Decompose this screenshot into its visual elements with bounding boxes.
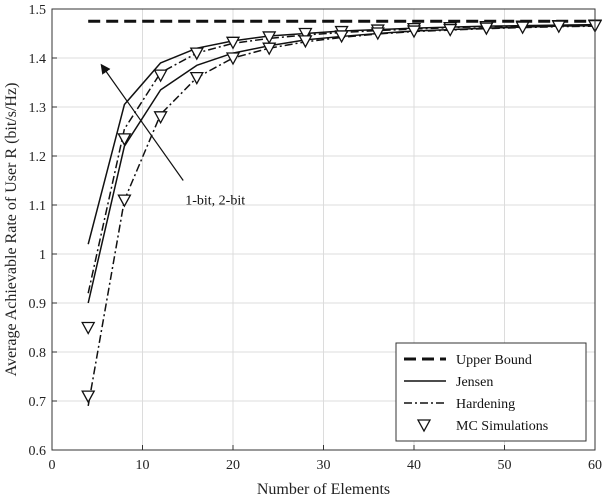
mc-marker	[189, 47, 204, 61]
mc-marker	[153, 69, 168, 83]
x-tick-label: 60	[588, 458, 602, 473]
annotation: 1-bit, 2-bit	[100, 63, 245, 209]
series-line	[87, 25, 596, 407]
annotation-arrow	[100, 63, 184, 181]
ticks: 0 10 20 30 40 50 60 0.6 0.7 0.8 0.9 1 1.1 1.2 1.3 1.4 1.…	[29, 3, 603, 473]
x-tick-label: 30	[317, 458, 331, 473]
legend-label: Hardening	[456, 397, 515, 412]
mc-marker	[117, 133, 132, 147]
mc-marker	[515, 21, 530, 35]
series-6	[81, 20, 603, 404]
mc-marker	[225, 36, 241, 50]
y-tick-label: 1.4	[29, 52, 47, 67]
mc-marker	[262, 42, 277, 56]
mc-marker	[153, 111, 168, 125]
x-tick-label: 20	[226, 458, 240, 473]
legend-entry: MC Simulations	[416, 419, 548, 434]
y-tick-label: 1.5	[29, 3, 47, 18]
mc-marker	[225, 52, 241, 66]
mc-marker	[551, 20, 566, 34]
mc-marker	[298, 35, 313, 49]
mc-marker	[370, 27, 385, 41]
legend-label: Upper Bound	[456, 353, 532, 368]
mc-marker	[81, 321, 96, 335]
mc-marker	[443, 23, 458, 37]
mc-marker	[406, 25, 422, 39]
mc-marker	[334, 30, 349, 44]
y-axis-label: Average Achievable Rate of User R (bit/s…	[3, 83, 20, 377]
y-tick-label: 1.1	[29, 199, 47, 214]
y-tick-label: 0.6	[29, 444, 47, 459]
legend-label: Jensen	[456, 375, 493, 390]
mc-marker	[189, 71, 204, 85]
y-tick-label: 0.7	[29, 395, 47, 410]
mc-marker	[298, 27, 313, 41]
x-tick-label: 40	[407, 458, 421, 473]
y-tick-label: 1.2	[29, 150, 47, 165]
y-tick-label: 0.9	[29, 297, 47, 312]
mc-marker	[117, 194, 132, 208]
x-tick-label: 0	[49, 458, 56, 473]
series-layer	[81, 19, 603, 407]
annotation-text: 1-bit, 2-bit	[185, 194, 245, 209]
legend-entry: Hardening	[404, 397, 515, 412]
y-tick-label: 1.3	[29, 101, 47, 116]
legend: Upper Bound Jensen Hardening MC Simulations	[395, 342, 587, 442]
legend-label: MC Simulations	[456, 419, 548, 434]
x-axis-label: Number of Elements	[257, 481, 390, 498]
legend-marker	[416, 419, 432, 433]
legend-entry: Upper Bound	[404, 353, 532, 368]
y-tick-label: 0.8	[29, 346, 47, 361]
series-4	[87, 25, 596, 407]
legend-entry: Jensen	[404, 375, 493, 390]
mc-marker	[81, 390, 96, 404]
mc-marker	[479, 22, 494, 36]
x-tick-label: 50	[498, 458, 512, 473]
y-tick-label: 1	[39, 248, 46, 263]
mc-marker	[262, 31, 277, 45]
x-tick-label: 10	[136, 458, 150, 473]
